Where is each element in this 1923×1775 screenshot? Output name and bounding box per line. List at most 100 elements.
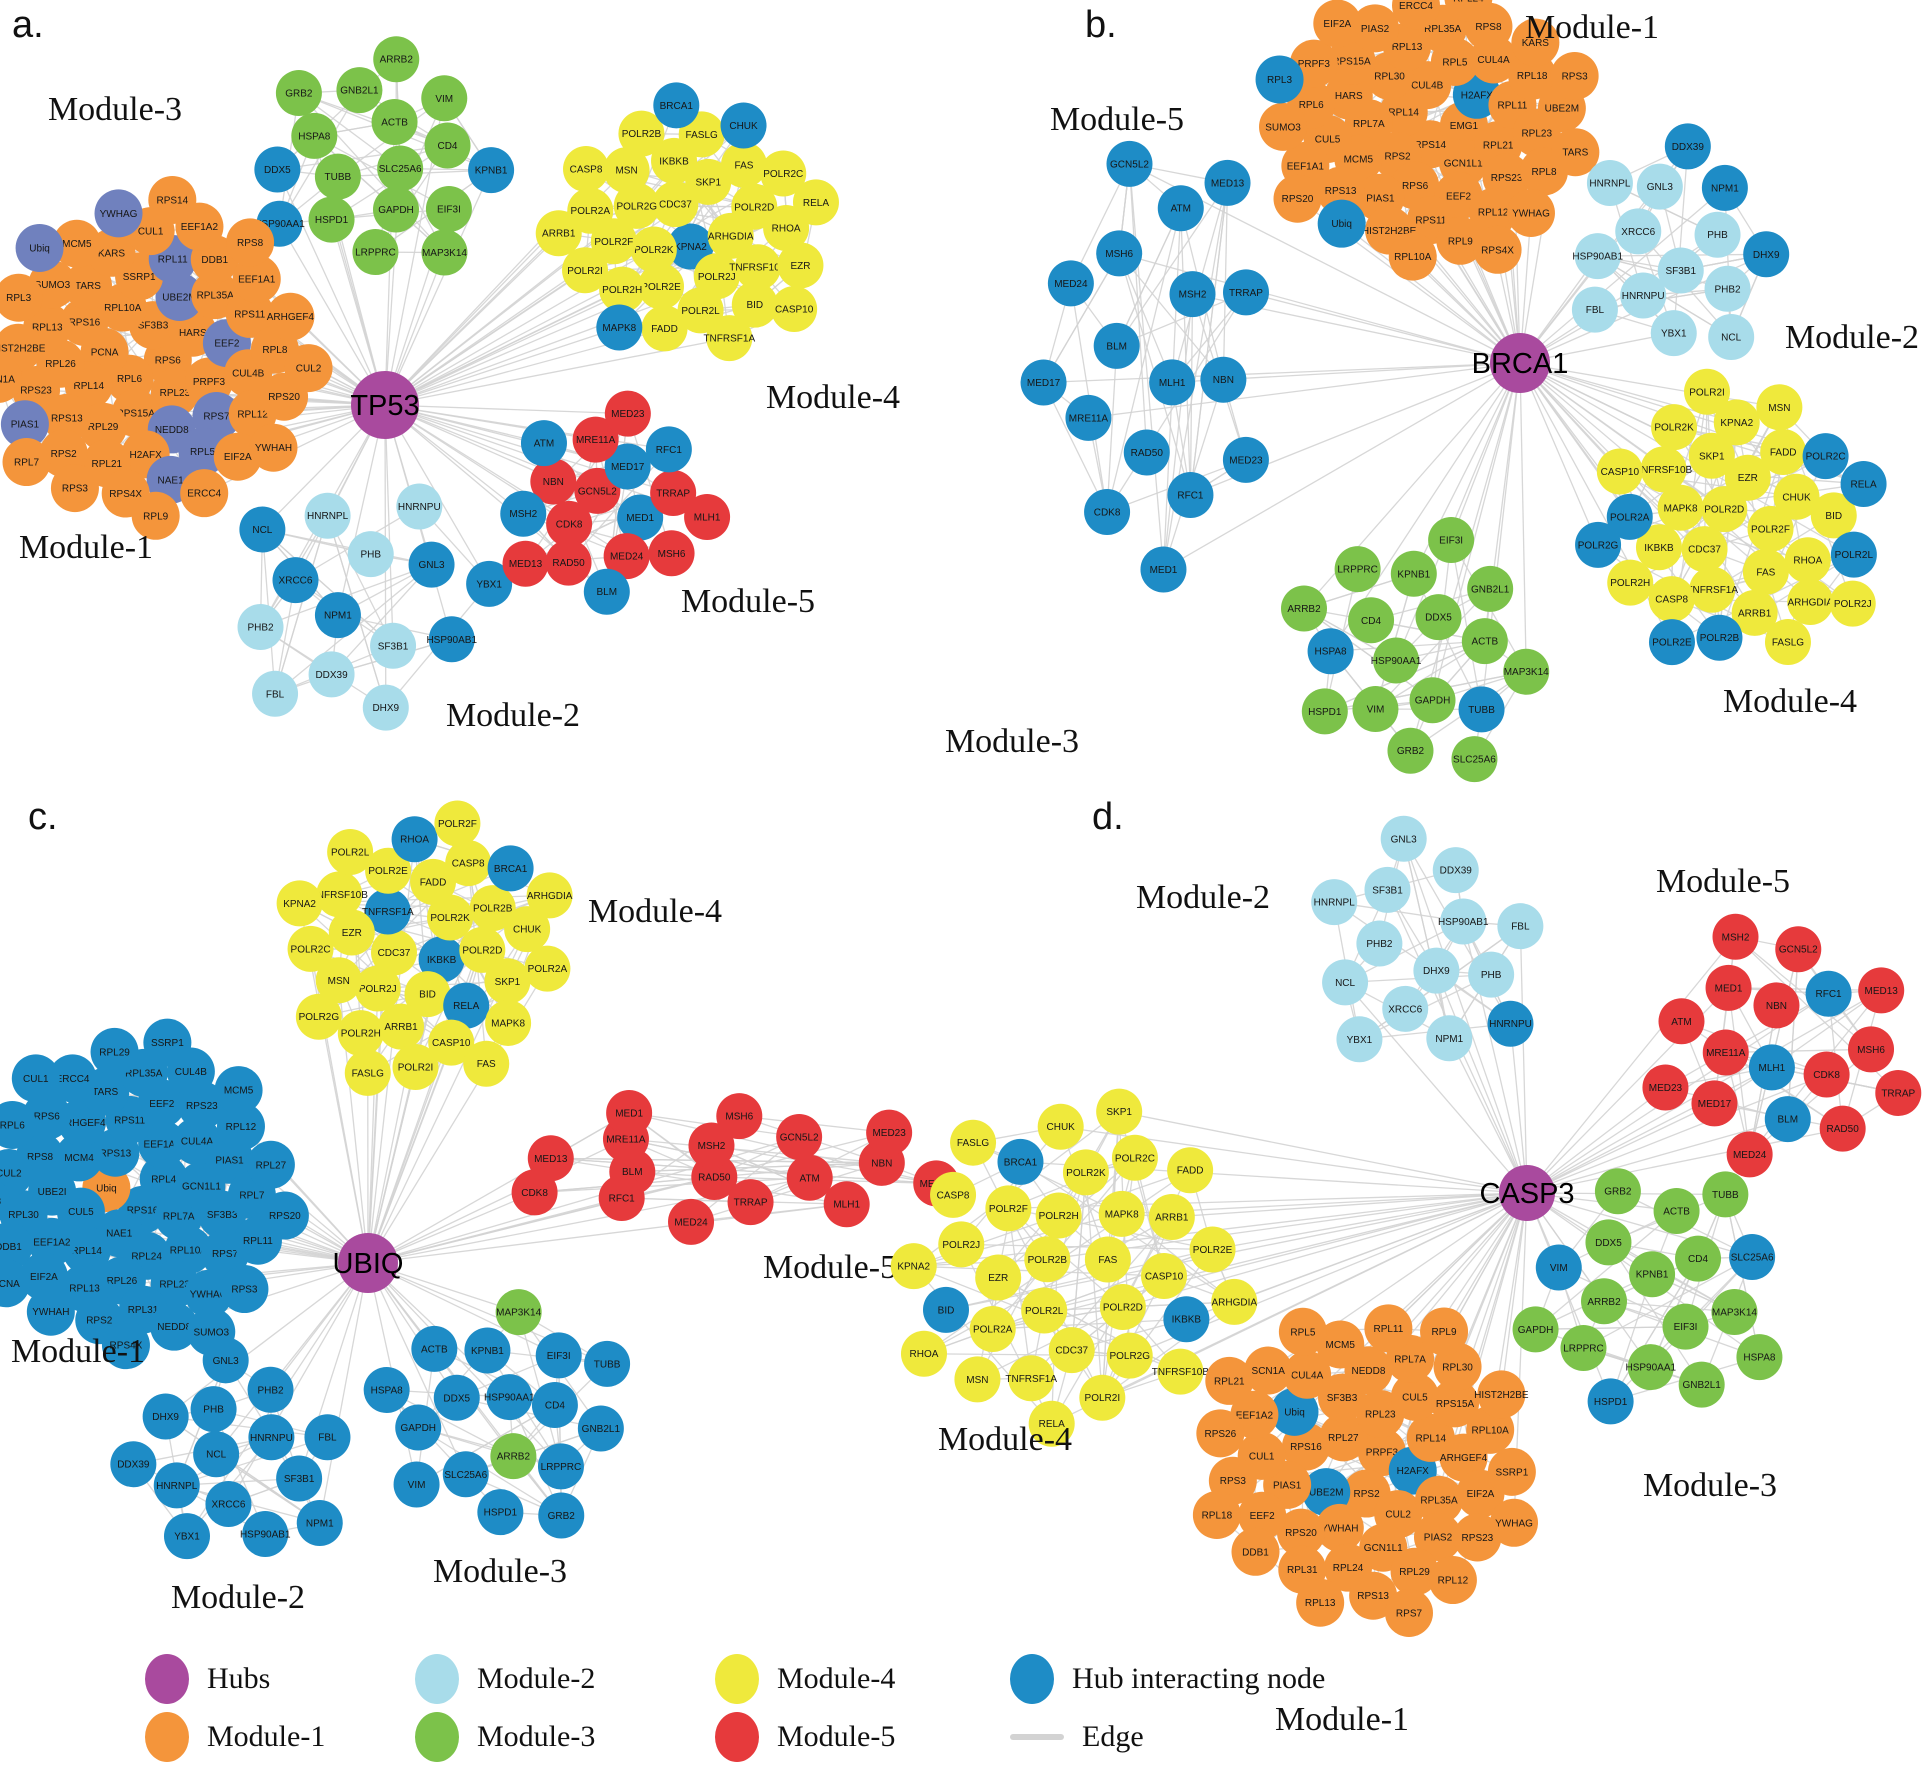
node-RPS4X[interactable] xyxy=(1473,225,1522,274)
node-ACTB[interactable] xyxy=(371,98,418,145)
node-TNFRSF10B[interactable] xyxy=(734,244,781,291)
node-GNL3[interactable] xyxy=(408,541,455,588)
node-SLC25A6[interactable] xyxy=(442,1451,489,1498)
node-CUL1[interactable] xyxy=(11,1054,60,1103)
node-RPS23[interactable] xyxy=(1453,1513,1502,1562)
node-MSN[interactable] xyxy=(954,1356,1001,1403)
node-POLR2I[interactable] xyxy=(562,247,609,294)
node-SKP1[interactable] xyxy=(685,158,732,205)
node-POLR2H[interactable] xyxy=(599,266,646,313)
node-HSP90AB1[interactable] xyxy=(1574,233,1621,280)
node-TNFRSF1A[interactable] xyxy=(706,315,753,362)
node-IKBKB[interactable] xyxy=(1163,1296,1210,1343)
node-MSH2[interactable] xyxy=(688,1122,735,1169)
node-POLR2J[interactable] xyxy=(693,253,740,300)
node-POLR2K[interactable] xyxy=(427,894,474,941)
node-DDX39[interactable] xyxy=(308,651,355,698)
node-NPM1[interactable] xyxy=(1426,1015,1473,1062)
node-CDK8[interactable] xyxy=(546,500,593,547)
node-POLR2D[interactable] xyxy=(459,926,506,973)
node-GCN5L2[interactable] xyxy=(776,1113,823,1160)
node-NPM1[interactable] xyxy=(1701,164,1748,211)
node-MED23[interactable] xyxy=(1642,1064,1689,1111)
node-SLC25A6[interactable] xyxy=(1729,1234,1776,1281)
node-MCM5[interactable] xyxy=(52,219,101,268)
node-MED13[interactable] xyxy=(527,1135,574,1182)
node-NPM1[interactable] xyxy=(314,592,361,639)
node-KPNB1[interactable] xyxy=(1629,1251,1676,1298)
node-MLH1[interactable] xyxy=(823,1181,870,1228)
node-FAS[interactable] xyxy=(1084,1236,1131,1283)
node-RPL9[interactable] xyxy=(1420,1307,1469,1356)
node-MAP3K14[interactable] xyxy=(1503,648,1550,695)
node-SF3B1[interactable] xyxy=(1364,866,1411,913)
node-MSH6[interactable] xyxy=(648,530,695,577)
node-KPNA2[interactable] xyxy=(667,223,714,270)
node-CASP8[interactable] xyxy=(1648,576,1695,623)
node-GRB2[interactable] xyxy=(1387,727,1434,774)
node-HNRNPL[interactable] xyxy=(304,492,351,539)
node-DDX5[interactable] xyxy=(1585,1219,1632,1266)
node-RELA[interactable] xyxy=(1028,1400,1075,1447)
node-IKBKB[interactable] xyxy=(418,936,465,983)
node-EIF2A[interactable] xyxy=(1313,0,1362,48)
node-HNRNPU[interactable] xyxy=(1620,272,1667,319)
hub-BRCA1[interactable] xyxy=(1490,333,1550,393)
node-UBE2M[interactable] xyxy=(155,272,204,321)
node-ARRB1[interactable] xyxy=(378,1003,425,1050)
node-MSH2[interactable] xyxy=(500,490,547,537)
node-MED17[interactable] xyxy=(604,443,651,490)
node-PIAS2[interactable] xyxy=(1413,1512,1462,1561)
node-ARRB1[interactable] xyxy=(1148,1193,1195,1240)
node-ERCC4[interactable] xyxy=(1392,0,1440,30)
node-HSP90AB1[interactable] xyxy=(242,1511,289,1558)
node-RPS3[interactable] xyxy=(50,464,99,513)
node-NCL[interactable] xyxy=(1322,959,1369,1006)
node-HSP90AB1[interactable] xyxy=(1440,898,1487,945)
node-ACTB[interactable] xyxy=(411,1325,458,1372)
node-CHUK[interactable] xyxy=(1773,473,1820,520)
node-GRB2[interactable] xyxy=(1594,1168,1641,1215)
node-POLR2H[interactable] xyxy=(337,1010,384,1057)
node-POLR2F[interactable] xyxy=(1747,505,1794,552)
node-MRE11A[interactable] xyxy=(1065,394,1112,441)
node-POLR2E[interactable] xyxy=(1189,1226,1236,1273)
node-MED23[interactable] xyxy=(604,390,651,437)
node-CUL2[interactable] xyxy=(0,1148,33,1197)
node-RELA[interactable] xyxy=(443,982,490,1029)
node-RPL21[interactable] xyxy=(1205,1356,1254,1405)
node-TRRAP[interactable] xyxy=(1875,1069,1922,1116)
node-GRB2[interactable] xyxy=(538,1492,585,1539)
node-RPL29[interactable] xyxy=(79,402,128,451)
node-MSN[interactable] xyxy=(315,957,362,1004)
node-TNFRSF10B[interactable] xyxy=(1157,1348,1204,1395)
node-VIM[interactable] xyxy=(393,1461,440,1508)
node-MED17[interactable] xyxy=(1020,359,1067,406)
node-PIAS2[interactable] xyxy=(1351,4,1400,53)
node-GRB2[interactable] xyxy=(275,70,322,117)
node-TNFRSF1A[interactable] xyxy=(1689,566,1736,613)
node-MCM5[interactable] xyxy=(214,1066,263,1115)
node-RPL9[interactable] xyxy=(131,491,180,540)
node-BRCA1[interactable] xyxy=(653,82,700,129)
node-POLR2D[interactable] xyxy=(1701,486,1748,533)
node-MSN[interactable] xyxy=(603,147,650,194)
node-GAPDH[interactable] xyxy=(1512,1306,1559,1353)
node-TNFRSF10B[interactable] xyxy=(316,871,363,918)
node-RPL3[interactable] xyxy=(1255,55,1304,104)
node-HSP90AA1[interactable] xyxy=(1627,1344,1674,1391)
node-MED17[interactable] xyxy=(1691,1080,1738,1127)
node-HSPD1[interactable] xyxy=(1587,1378,1634,1425)
node-LRPPRC[interactable] xyxy=(1560,1325,1607,1372)
node-RFC1[interactable] xyxy=(1167,471,1214,518)
node-MCM4[interactable] xyxy=(55,1133,104,1182)
node-MLH1[interactable] xyxy=(1149,359,1196,406)
node-FASLG[interactable] xyxy=(1764,619,1811,666)
node-XRCC6[interactable] xyxy=(1615,208,1662,255)
node-YWHAG[interactable] xyxy=(184,1269,233,1318)
node-VIM[interactable] xyxy=(1352,686,1399,733)
node-XRCC6[interactable] xyxy=(272,557,319,604)
node-RPS13[interactable] xyxy=(1349,1571,1398,1620)
node-RPL11[interactable] xyxy=(1364,1304,1413,1353)
node-MAP3K14[interactable] xyxy=(421,229,468,276)
